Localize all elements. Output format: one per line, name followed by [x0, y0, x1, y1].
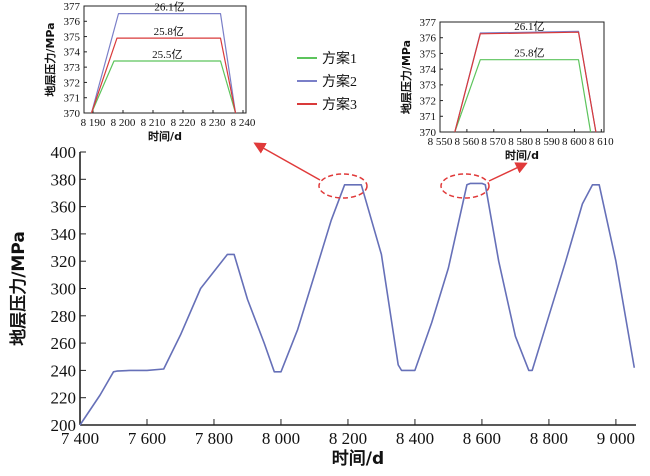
- y-tick-label: 260: [51, 334, 77, 353]
- x-axis-title: 时间/d: [332, 448, 384, 469]
- legend-label: 方案1: [322, 50, 357, 67]
- y-tick-label: 371: [64, 93, 81, 105]
- main-chart: 200 220 240 260 280 300 320 340 360 380 400 7 400 7 …: [8, 143, 636, 469]
- x-tick-label: 7 600: [128, 429, 166, 448]
- y-tick-label: 280: [51, 307, 77, 326]
- data-label: 25.8亿: [514, 47, 544, 60]
- y-tick-label: 320: [51, 252, 77, 271]
- y-tick-label: 240: [51, 361, 77, 380]
- plot-frame: [83, 5, 247, 114]
- callout-arrow-left: [253, 142, 321, 181]
- y-tick-label: 371: [420, 111, 437, 123]
- highlight-ellipse-right: [440, 173, 490, 199]
- y-axis-title: 地层压力/MPa: [399, 40, 413, 114]
- y-tick-label: 377: [420, 17, 437, 29]
- y-tick-label: 376: [64, 16, 81, 28]
- y-tick-label: 370: [420, 127, 437, 139]
- y-tick-label: 374: [420, 64, 437, 76]
- y-tick-label: 373: [420, 80, 437, 92]
- series-line: [454, 59, 592, 133]
- y-axis-title: 地层压力/MPa: [8, 231, 29, 346]
- data-label: 25.5亿: [152, 48, 182, 61]
- legend-label: 方案3: [322, 96, 357, 113]
- y-tick-label: 376: [420, 33, 437, 45]
- x-tick-label: 8 400: [396, 429, 434, 448]
- y-tick-label: 200: [51, 416, 77, 435]
- x-tick-label: 8 000: [262, 429, 300, 448]
- y-tick-label: 373: [64, 62, 81, 74]
- legend: 方案1 方案2 方案3: [297, 50, 357, 113]
- data-label: 26.1亿: [514, 20, 544, 33]
- callout-arrow-right: [488, 162, 528, 182]
- x-tick-label: 8 200: [111, 117, 136, 129]
- y-tick-label: 370: [64, 108, 81, 120]
- x-tick-label: 7 400: [61, 429, 99, 448]
- y-tick-label: 380: [51, 170, 77, 189]
- x-tick-label: 8 590: [535, 136, 560, 148]
- data-label: 26.1亿: [154, 1, 184, 14]
- plot-frame: [439, 21, 605, 133]
- x-tick-label: 8 610: [589, 136, 614, 148]
- callouts: [253, 142, 528, 199]
- series-line: [90, 60, 237, 114]
- series-line: [79, 182, 636, 426]
- y-tick-label: 300: [51, 279, 77, 298]
- y-tick-label: 372: [420, 95, 437, 107]
- y-axis-title: 地层压力/MPa: [43, 22, 57, 96]
- y-tick-label: 372: [64, 77, 81, 89]
- y-tick-label: 375: [64, 31, 81, 43]
- x-tick-label: 8 190: [81, 117, 106, 129]
- x-tick-label: 8 550: [428, 136, 453, 148]
- x-tick-label: 8 560: [455, 136, 480, 148]
- y-tick-label: 375: [420, 48, 437, 60]
- series-line: [90, 13, 237, 114]
- data-label: 25.8亿: [154, 25, 184, 38]
- x-axis-title: 时间/d: [148, 129, 182, 143]
- inset-chart-left: 370 371 372 373 374 375 376 377 8 190 8 200 8 210 8…: [43, 1, 256, 143]
- x-axis-title: 时间/d: [505, 148, 539, 162]
- y-tick-label: 377: [64, 1, 81, 13]
- x-tick-label: 8 800: [530, 429, 568, 448]
- x-tick-label: 9 000: [597, 429, 635, 448]
- y-tick-label: 400: [51, 143, 77, 162]
- x-tick-label: 8 210: [141, 117, 166, 129]
- y-tick-label: 374: [64, 47, 81, 59]
- series-line: [90, 37, 237, 114]
- highlight-ellipse-left: [318, 173, 368, 199]
- y-tick-label: 340: [51, 225, 77, 244]
- x-tick-label: 8 580: [508, 136, 533, 148]
- x-tick-label: 8 230: [201, 117, 226, 129]
- x-tick-label: 8 200: [329, 429, 367, 448]
- x-tick-label: 8 220: [171, 117, 196, 129]
- x-tick-label: 8 600: [562, 136, 587, 148]
- x-tick-label: 8 600: [463, 429, 501, 448]
- y-tick-label: 360: [51, 198, 77, 217]
- x-tick-label: 8 570: [481, 136, 506, 148]
- legend-label: 方案2: [322, 73, 357, 90]
- y-tick-label: 220: [51, 389, 77, 408]
- x-tick-label: 7 800: [195, 429, 233, 448]
- x-tick-label: 8 240: [231, 117, 256, 129]
- series-line: [454, 31, 597, 133]
